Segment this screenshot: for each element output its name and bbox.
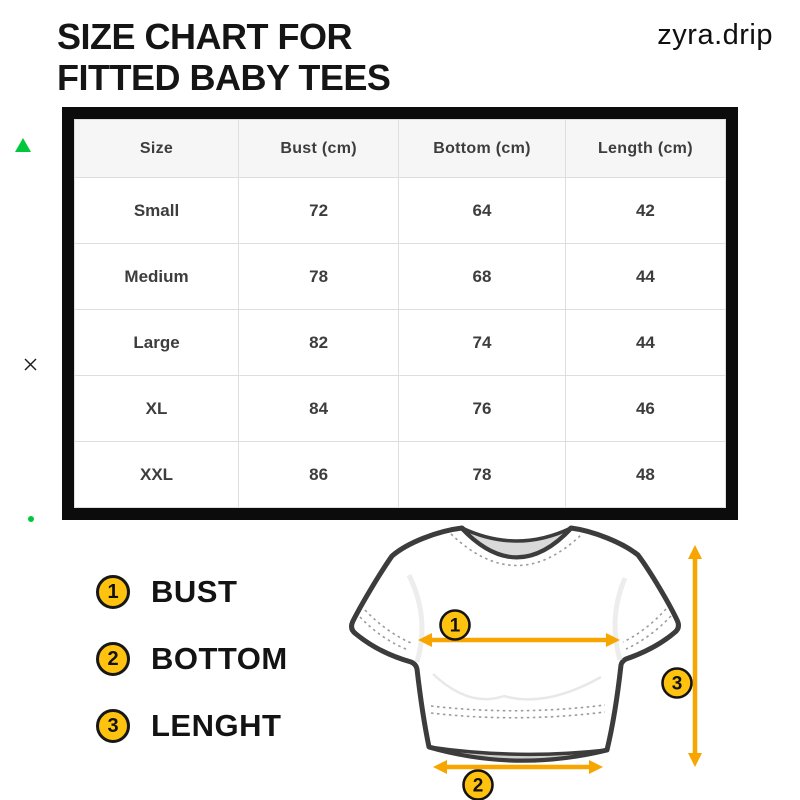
column-header-length: Length (cm): [564, 119, 727, 178]
tshirt-diagram: 1 2 3: [349, 525, 702, 800]
bottom-cell: 68: [398, 243, 566, 310]
column-header-size: Size: [73, 119, 240, 178]
page-title: SIZE CHART FOR FITTED BABY TEES: [57, 16, 391, 98]
shading-line: [432, 673, 505, 701]
column-header-bust: Bust (cm): [238, 119, 400, 178]
page-title-line2: FITTED BABY TEES: [57, 57, 391, 98]
circled-number-3-badge: 3: [96, 709, 130, 743]
length-cell: 48: [564, 441, 727, 508]
circled-number-1-badge: 1: [96, 575, 130, 609]
table-row: XL 84 76 46: [73, 375, 727, 442]
bottom-cell: 74: [398, 309, 566, 376]
bust-cell: 78: [238, 243, 400, 310]
size-table: Size Bust (cm) Bottom (cm) Length (cm) S…: [73, 119, 727, 508]
length-cell: 42: [564, 177, 727, 244]
bust-cell: 82: [238, 309, 400, 376]
legend-label: BOTTOM: [151, 641, 288, 676]
brand-logo: zyra.drip: [657, 19, 773, 51]
size-cell: Medium: [73, 243, 240, 310]
table-row: Large 82 74 44: [73, 309, 727, 376]
marker-circle-3: [661, 667, 693, 699]
stitch-lines: [359, 533, 672, 719]
marker-number-3: 3: [672, 674, 683, 695]
size-table-frame: Size Bust (cm) Bottom (cm) Length (cm) S…: [62, 107, 738, 520]
legend-item-length: 3 LENGHT: [96, 708, 288, 744]
table-header-row: Size Bust (cm) Bottom (cm) Length (cm): [73, 119, 727, 178]
shading-line: [612, 577, 628, 661]
size-cell: XL: [73, 375, 240, 442]
marker-number-2: 2: [473, 776, 484, 797]
neck-band: [460, 526, 573, 559]
green-dot-icon: [28, 516, 34, 522]
bust-cell: 84: [238, 375, 400, 442]
table-row: Medium 78 68 44: [73, 243, 727, 310]
green-triangle-icon: [15, 138, 31, 152]
table-row: XXL 86 78 48: [73, 441, 727, 508]
size-cell: Large: [73, 309, 240, 376]
legend-label: LENGHT: [151, 708, 282, 743]
marker-circle-1: [439, 609, 471, 641]
legend-item-bottom: 2 BOTTOM: [96, 641, 288, 677]
bust-cell: 86: [238, 441, 400, 508]
x-mark-icon: [24, 358, 37, 371]
circled-number-2-badge: 2: [96, 642, 130, 676]
shading-line: [406, 573, 425, 663]
length-cell: 44: [564, 309, 727, 376]
column-header-bottom: Bottom (cm): [398, 119, 566, 178]
bottom-cell: 64: [398, 177, 566, 244]
shading-line: [503, 675, 602, 701]
length-cell: 44: [564, 243, 727, 310]
legend-item-bust: 1 BUST: [96, 574, 288, 610]
measurement-legend: 1 BUST 2 BOTTOM 3 LENGHT: [96, 574, 288, 744]
arrow-heads: [418, 545, 702, 774]
length-cell: 46: [564, 375, 727, 442]
marker-number-1: 1: [450, 616, 461, 637]
tshirt-outline: [349, 525, 681, 763]
table-row: Small 72 64 42: [73, 177, 727, 244]
hem-band: [427, 745, 609, 762]
bottom-cell: 76: [398, 375, 566, 442]
bottom-cell: 78: [398, 441, 566, 508]
page-title-line1: SIZE CHART FOR: [57, 16, 353, 57]
legend-label: BUST: [151, 574, 238, 609]
bust-cell: 72: [238, 177, 400, 244]
size-cell: Small: [73, 177, 240, 244]
size-cell: XXL: [73, 441, 240, 508]
